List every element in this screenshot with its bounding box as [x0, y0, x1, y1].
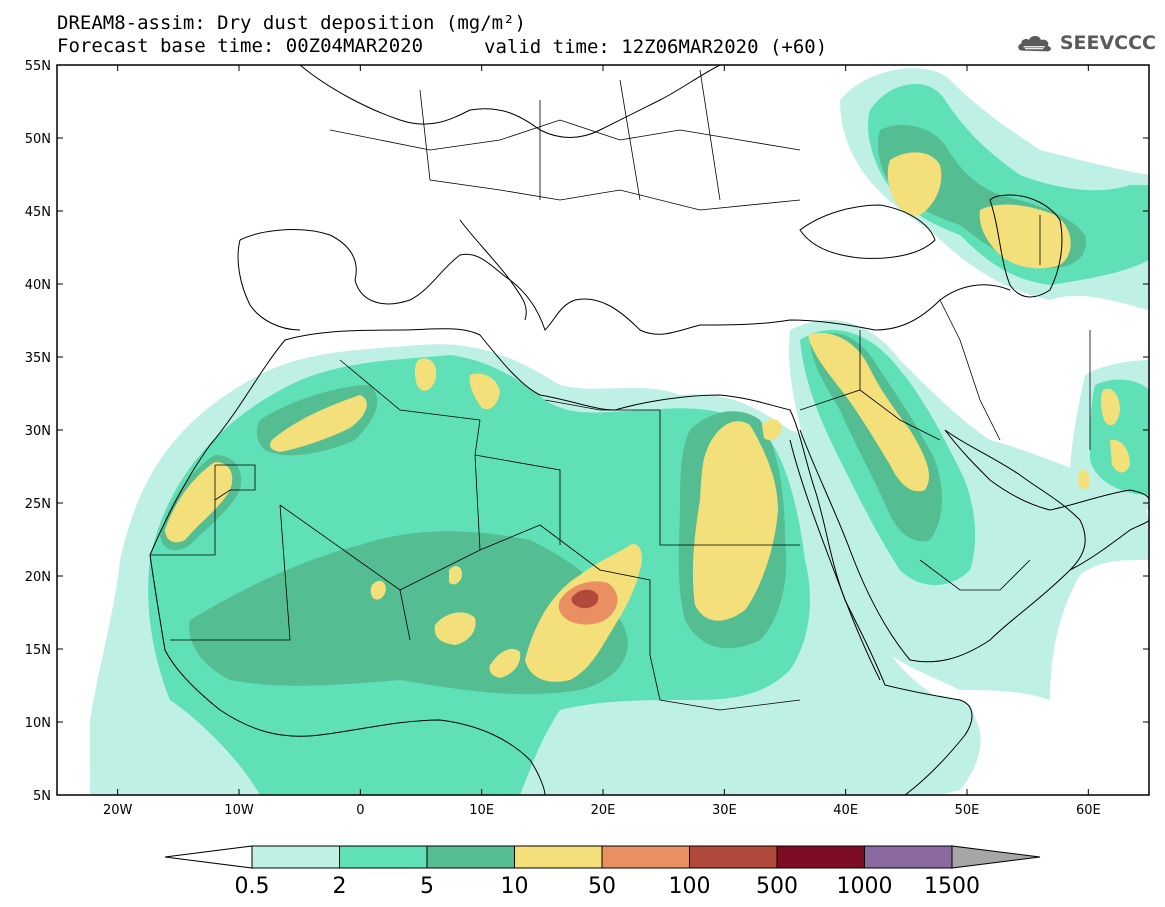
colorbar-swatch — [514, 845, 603, 869]
coast-iberia — [237, 239, 301, 331]
colorbar: 0.5 2 5 10 50 100 500 1000 1500 — [164, 845, 1041, 899]
coast-europe — [239, 229, 1011, 335]
contour-10-caspian-east — [979, 204, 1071, 269]
colorbar-label: 1000 — [837, 874, 893, 899]
contour-10-niger3 — [449, 566, 463, 585]
colorbar-swatch — [339, 845, 428, 869]
lat-label: 40N — [25, 278, 51, 293]
coast-westafrica — [149, 554, 546, 795]
contour-0-5-horn — [850, 695, 975, 795]
contour-10-algeria — [414, 358, 437, 391]
colorbar-swatch — [776, 845, 865, 869]
coast-italy — [459, 219, 527, 321]
colorbar-label: 100 — [669, 874, 711, 899]
lon-label: 10W — [224, 803, 254, 818]
lon-label: 40E — [833, 803, 858, 818]
map-title: DREAM8-assim: Dry dust deposition (mg/m²… — [57, 12, 526, 34]
lon-label: 20E — [591, 803, 616, 818]
latitude-ticks: 55N 50N 45N 40N 35N 30N 25N 20N 15N 10N 5N — [25, 59, 1149, 804]
contour-10-niger — [434, 612, 476, 645]
contour-10-caspian-west — [887, 152, 942, 216]
lat-label: 35N — [25, 351, 51, 366]
coast-redsea — [789, 429, 1086, 681]
contour-10-westsahara — [165, 462, 233, 543]
contour-10-sinai — [762, 418, 782, 441]
colorbar-under-arrow — [164, 845, 253, 869]
lon-label: 0 — [356, 803, 364, 818]
colorbar-label: 2 — [333, 874, 347, 899]
colorbar-label: 500 — [756, 874, 798, 899]
dust-contours — [90, 68, 1149, 795]
lat-label: 30N — [25, 424, 51, 439]
coast-caspian — [989, 194, 1063, 298]
coast-africa — [149, 328, 973, 795]
logo-text: SEEVCCC — [1059, 32, 1156, 54]
contour-10-egypt — [692, 421, 778, 621]
seevccc-logo: SEEVCCC — [1016, 26, 1156, 60]
lat-label: 10N — [25, 716, 51, 731]
colorbar-swatch — [689, 845, 778, 869]
colorbar-label: 1500 — [924, 874, 980, 899]
lat-label: 5N — [33, 789, 51, 804]
colorbar-swatch — [426, 845, 515, 869]
contour-10-morocco — [270, 395, 367, 452]
valid-time: valid time: 12Z06MAR2020 (+60) — [484, 36, 828, 58]
contour-10-niger2 — [489, 648, 521, 678]
forecast-base-time: Forecast base time: 00Z04MAR2020 — [57, 35, 424, 57]
lon-label: 60E — [1076, 803, 1101, 818]
contour-10-tunisia — [469, 373, 500, 410]
contour-10-iran2 — [1110, 439, 1130, 473]
lon-label: 20W — [103, 803, 133, 818]
contour-10-iran — [1100, 388, 1120, 426]
longitude-ticks: 20W 10W 0 10E 20E 30E 40E 50E 60E — [103, 65, 1101, 818]
colorbar-label: 10 — [501, 874, 529, 899]
contour-10-iraq — [808, 333, 930, 492]
lat-label: 50N — [25, 132, 51, 147]
borders — [150, 69, 1091, 711]
lat-label: 15N — [25, 643, 51, 658]
lat-label: 25N — [25, 497, 51, 512]
lon-label: 30E — [712, 803, 737, 818]
colorbar-label: 50 — [588, 874, 616, 899]
contour-10-mali — [370, 580, 386, 600]
lat-label: 20N — [25, 570, 51, 585]
coast-blacksea — [799, 204, 936, 259]
colorbar-over-arrow — [951, 845, 1041, 869]
lon-label: 10E — [469, 803, 494, 818]
contour-10-gulf — [1077, 469, 1090, 490]
lat-label: 55N — [25, 59, 51, 74]
colorbar-swatch — [251, 845, 340, 869]
contour-100-chad — [571, 589, 599, 609]
colorbar-swatch — [864, 845, 953, 869]
lat-label: 45N — [25, 205, 51, 220]
lon-label: 50E — [955, 803, 980, 818]
colorbar-label: 5 — [420, 874, 434, 899]
colorbar-label: 0.5 — [235, 874, 270, 899]
coast-gulf — [944, 429, 1149, 511]
cloud-icon — [1018, 36, 1051, 52]
coast-arabian-sea — [1069, 519, 1149, 571]
colorbar-swatch — [601, 845, 690, 869]
